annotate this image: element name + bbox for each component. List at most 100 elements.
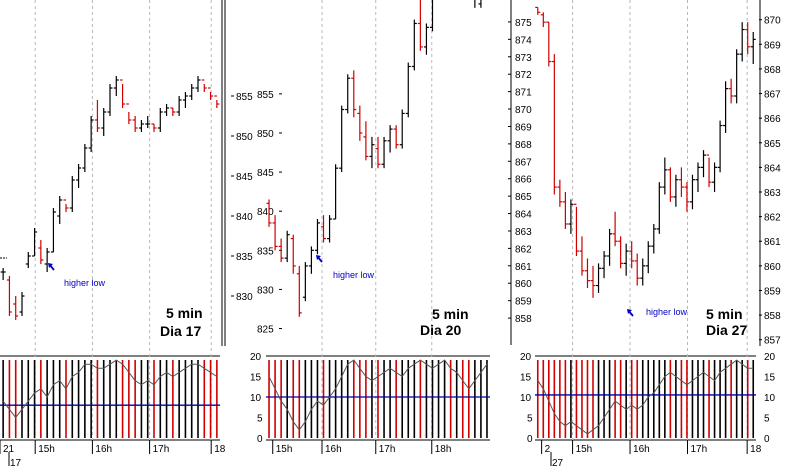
ohlc-bar	[662, 157, 668, 195]
ohlc-bar	[750, 32, 756, 64]
ohlc-bar	[417, 0, 423, 51]
panel-2-osc-right-tick-label: 0	[764, 434, 770, 445]
panel-2-left-tick-label: 872	[515, 70, 532, 81]
panel-2-price-tick-label: 868	[764, 65, 781, 76]
ohlc-bar	[296, 265, 302, 317]
ohlc-bar	[645, 241, 651, 274]
ohlc-bar	[57, 196, 63, 224]
panel-2-annotation-arrow	[627, 309, 634, 317]
panel-2-osc-right-tick-label: 15	[764, 373, 776, 384]
panel-2-left-tick-label: 859	[515, 297, 532, 308]
ohlc-bar	[176, 96, 182, 116]
annotation-arrow-head	[48, 263, 53, 268]
ohlc-bar	[411, 19, 417, 71]
ohlc-bar	[170, 107, 176, 116]
ohlc-bar	[405, 62, 411, 118]
chart-panel-dia-17: 21 15h 16h 17h 18 17 830 835 840 845 850 855	[0, 0, 253, 468]
panel-2-time-label: 17h	[690, 444, 707, 455]
panel-2-price-tick-label: 857	[764, 336, 781, 347]
ohlc-bar	[25, 252, 31, 268]
panel-2-left-tick-label: 875	[515, 18, 532, 29]
ohlc-bar	[656, 182, 662, 234]
ohlc-bar	[717, 120, 723, 173]
ohlc-bar	[423, 23, 429, 55]
panel-2-labels: 5 min Dia 27 higher low	[646, 306, 747, 338]
panel-1-time-label: 17h	[379, 444, 396, 455]
ohlc-bar	[333, 164, 339, 220]
panel-2-left-tick-label: 858	[515, 314, 532, 325]
ohlc-bar	[723, 81, 729, 133]
panel-0-price-tick-label: 850	[236, 132, 253, 143]
panel-2-left-tick-label: 861	[515, 262, 532, 273]
ohlc-bar	[590, 265, 596, 298]
ohlc-bar	[327, 215, 333, 243]
ohlc-bar	[290, 234, 296, 274]
ohlc-bar	[399, 109, 405, 149]
ohlc-bar	[623, 243, 629, 276]
panel-0-price-tick-label: 845	[236, 172, 253, 183]
panel-1-time-label: 15h	[276, 444, 293, 455]
panel-2-price-tick-label: 860	[764, 262, 781, 273]
panel-1-annotation-arrow	[316, 255, 323, 263]
ohlc-bar	[302, 262, 308, 302]
panel-2-osc-tick-label: 20	[520, 352, 532, 363]
panel-0-date-label: 17	[10, 458, 22, 468]
panel-2-price-tick-label: 863	[764, 188, 781, 199]
ohlc-bar	[568, 199, 574, 234]
ohlc-bar	[584, 258, 590, 288]
panel-1-labels: 5 min Dia 20 higher low	[333, 270, 469, 338]
panel-1-annotation: higher low	[333, 270, 375, 280]
ohlc-bar	[63, 199, 69, 212]
panel-2-time-label: 2	[545, 444, 551, 455]
ohlc-bar	[381, 136, 387, 169]
panel-1-oscillator-line	[268, 359, 488, 431]
panel-2-price-tick-label: 859	[764, 286, 781, 297]
panel-2-left-tick-label: 863	[515, 227, 532, 238]
ohlc-bar	[82, 144, 88, 172]
ohlc-bar	[38, 240, 44, 264]
ohlc-bar	[535, 6, 541, 15]
panel-2-osc-right-tick-label: 10	[764, 393, 776, 404]
ohlc-bar	[540, 12, 546, 28]
panel-2-time-label: 15h	[576, 444, 593, 455]
ohlc-bar	[667, 167, 673, 202]
panel-1-osc-tick-label: 20	[250, 352, 262, 363]
panel-1-osc-tick-label: 5	[257, 414, 263, 425]
ohlc-bar	[596, 263, 602, 293]
ohlc-bar	[94, 100, 100, 132]
ohlc-bar	[314, 219, 320, 255]
ohlc-bar	[351, 70, 357, 118]
ohlc-bar	[0, 268, 6, 280]
ohlc-bar	[651, 224, 657, 254]
ohlc-bar	[208, 87, 214, 100]
panel-2-left-tick-label: 862	[515, 244, 532, 255]
ohlc-bar	[157, 108, 163, 132]
ohlc-bar	[88, 116, 94, 152]
panel-0-time-label: 17h	[153, 444, 170, 455]
panel-2-price-tick-label: 861	[764, 237, 781, 248]
panel-2-osc-tick-label: 5	[527, 414, 533, 425]
ohlc-bar	[164, 104, 170, 116]
panel-0-price-tick-label: 830	[236, 292, 253, 303]
panel-0-annotation-arrow	[48, 263, 55, 271]
panel-1-price-tick-label: 845	[257, 168, 274, 179]
ohlc-bar	[6, 276, 12, 316]
ohlc-bar	[701, 150, 707, 178]
panel-2-osc-right-tick-label: 5	[764, 414, 770, 425]
panel-0-interval-label: 5 min	[166, 305, 203, 321]
panel-0-time-label: 18	[214, 444, 226, 455]
ohlc-bar	[339, 105, 345, 173]
panel-2-osc-right-tick-label: 20	[764, 352, 776, 363]
ohlc-bar	[266, 199, 272, 227]
panel-1-price-tick-label: 855	[257, 90, 274, 101]
panel-2-price-tick-label: 869	[764, 40, 781, 51]
panel-2-price-tick-label: 865	[764, 139, 781, 150]
panel-1-time-label: 18h	[435, 444, 452, 455]
ohlc-bar	[44, 248, 50, 272]
panel-0-labels: 5 min Dia 17 higher low	[64, 278, 203, 339]
ohlc-bar	[375, 136, 381, 169]
ohlc-bar	[689, 174, 695, 210]
panel-2-price-tick-label: 866	[764, 114, 781, 125]
chart-panel-dia-20: 15h 16h 17h 18h 825 830 835 840 845 850 855 0 5 10 15 2…	[224, 0, 490, 455]
